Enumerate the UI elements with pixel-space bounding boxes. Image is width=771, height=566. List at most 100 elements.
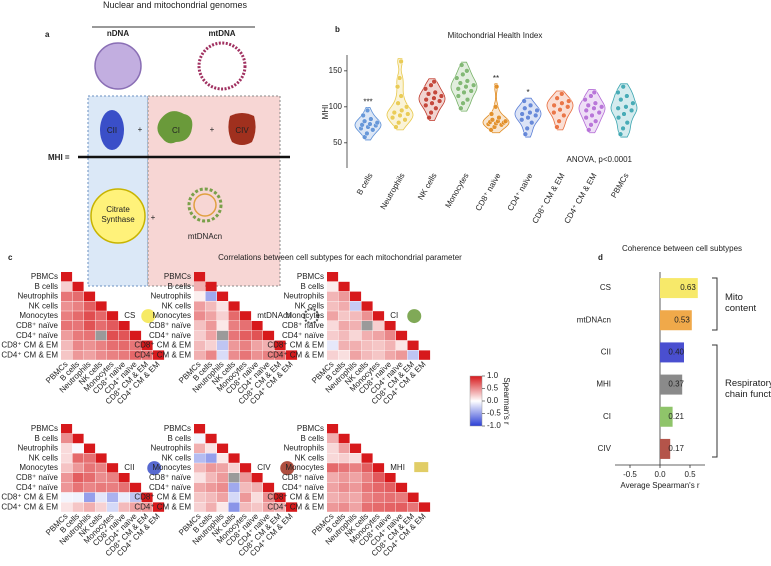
x-tick-label: CD4⁺ CM & EM bbox=[562, 171, 598, 225]
y-tick-label: CS bbox=[600, 283, 611, 292]
heatmap-cell bbox=[373, 340, 385, 350]
heatmap-cell bbox=[205, 281, 217, 292]
bar bbox=[660, 438, 671, 459]
value-label: 0.40 bbox=[668, 348, 684, 357]
significance: * bbox=[526, 88, 529, 97]
heatmap-cell bbox=[130, 502, 142, 512]
data-point bbox=[554, 95, 560, 101]
heatmap-cell bbox=[327, 350, 339, 360]
heatmap-cell bbox=[350, 340, 362, 350]
data-point bbox=[428, 82, 434, 88]
heatmap-cell bbox=[194, 272, 206, 282]
heatmap-cell bbox=[384, 321, 396, 331]
heatmap-cell bbox=[350, 330, 362, 341]
row-label: CD4⁺ CM & EM bbox=[1, 502, 58, 511]
panel-letter: c bbox=[8, 253, 13, 262]
heatmap-cell bbox=[251, 330, 263, 341]
data-point bbox=[586, 127, 592, 133]
row-label: Monocytes bbox=[285, 463, 324, 472]
data-point bbox=[593, 118, 599, 124]
heatmap-cell bbox=[228, 350, 240, 360]
row-label: CD8⁺ CM & EM bbox=[1, 341, 58, 350]
heatmap-cell bbox=[384, 330, 396, 341]
heatmap-cell bbox=[419, 502, 431, 512]
data-point bbox=[591, 105, 597, 111]
heatmap-cell bbox=[338, 301, 350, 311]
row-label: Monocytes bbox=[152, 463, 191, 472]
row-label: CD4⁺ naïve bbox=[149, 483, 192, 492]
y-axis-label: MHI bbox=[321, 105, 330, 120]
ci-label: CI bbox=[172, 126, 180, 135]
x-tick-label: 0.0 bbox=[654, 470, 666, 479]
data-point bbox=[459, 62, 465, 68]
mtdna-icon bbox=[197, 41, 247, 91]
row-label: PBMCs bbox=[297, 272, 324, 281]
heatmap-cell bbox=[240, 311, 252, 321]
data-point bbox=[585, 102, 591, 108]
data-point bbox=[396, 120, 402, 126]
data-point bbox=[389, 115, 396, 121]
heatmap-cell bbox=[373, 492, 385, 502]
heatmap-cell bbox=[130, 482, 142, 493]
data-point bbox=[522, 105, 528, 111]
heatmap-cell bbox=[327, 502, 339, 512]
heatmap-cell bbox=[61, 424, 73, 434]
heatmap-cell bbox=[361, 350, 373, 360]
heatmap-cell bbox=[84, 482, 96, 493]
heatmap-cell bbox=[95, 340, 107, 350]
heatmap-cell bbox=[107, 482, 119, 493]
heatmap-cell bbox=[118, 350, 130, 360]
data-point bbox=[592, 100, 599, 106]
heatmap-cell bbox=[327, 482, 339, 493]
data-point bbox=[455, 93, 461, 99]
matrix-name: mtDNAcn bbox=[257, 311, 291, 320]
heatmap-cell bbox=[338, 502, 350, 512]
mhi-lhs: MHI = bbox=[48, 153, 70, 162]
data-point bbox=[364, 107, 371, 114]
heatmap-cell bbox=[72, 433, 84, 444]
y-tick-label: mtDNAcn bbox=[577, 315, 611, 324]
heatmap-cell bbox=[274, 350, 286, 360]
heatmap-cell bbox=[240, 502, 252, 512]
heatmap-cell bbox=[153, 350, 165, 360]
data-point bbox=[583, 115, 589, 121]
heatmap-cell bbox=[205, 301, 217, 311]
data-point bbox=[556, 118, 562, 124]
heatmap-cell bbox=[251, 321, 263, 331]
x-tick-label: CD4⁺ naïve bbox=[506, 171, 535, 212]
heatmap-cell bbox=[194, 350, 206, 360]
heatmap-cell bbox=[274, 502, 286, 512]
heatmap-cell bbox=[205, 463, 217, 473]
plus: + bbox=[210, 125, 215, 134]
heatmap-cell bbox=[118, 502, 130, 512]
data-point bbox=[426, 115, 432, 121]
row-label: NK cells bbox=[295, 301, 324, 310]
heatmap-cell bbox=[141, 340, 153, 350]
data-point bbox=[464, 97, 471, 103]
violin bbox=[610, 83, 638, 138]
matrix-icon bbox=[147, 461, 162, 476]
data-point bbox=[488, 127, 494, 133]
heatmap-cell bbox=[84, 291, 96, 301]
heatmap-cell bbox=[327, 463, 339, 473]
heatmap-cell bbox=[194, 311, 206, 321]
row-label: CD4⁺ CM & EM bbox=[267, 350, 324, 359]
heatmap-cell bbox=[350, 321, 362, 331]
data-point bbox=[461, 89, 467, 96]
heatmap-cell bbox=[217, 482, 229, 493]
heatmap-cell bbox=[263, 350, 275, 360]
heatmap-cell bbox=[338, 350, 350, 360]
bar bbox=[660, 278, 698, 299]
heatmap-cell bbox=[95, 321, 107, 331]
row-label: B cells bbox=[167, 434, 191, 443]
heatmap-cell bbox=[205, 482, 217, 493]
row-label: CD8⁺ CM & EM bbox=[134, 493, 191, 502]
heatmap-cell bbox=[205, 453, 217, 463]
heatmap-cell bbox=[338, 453, 350, 463]
row-label: PBMCs bbox=[31, 424, 58, 433]
data-point bbox=[559, 100, 565, 106]
heatmap-cell bbox=[338, 473, 350, 483]
heatmap-cell bbox=[263, 502, 275, 512]
colorbar bbox=[469, 375, 483, 427]
heatmap-cell bbox=[327, 340, 339, 350]
